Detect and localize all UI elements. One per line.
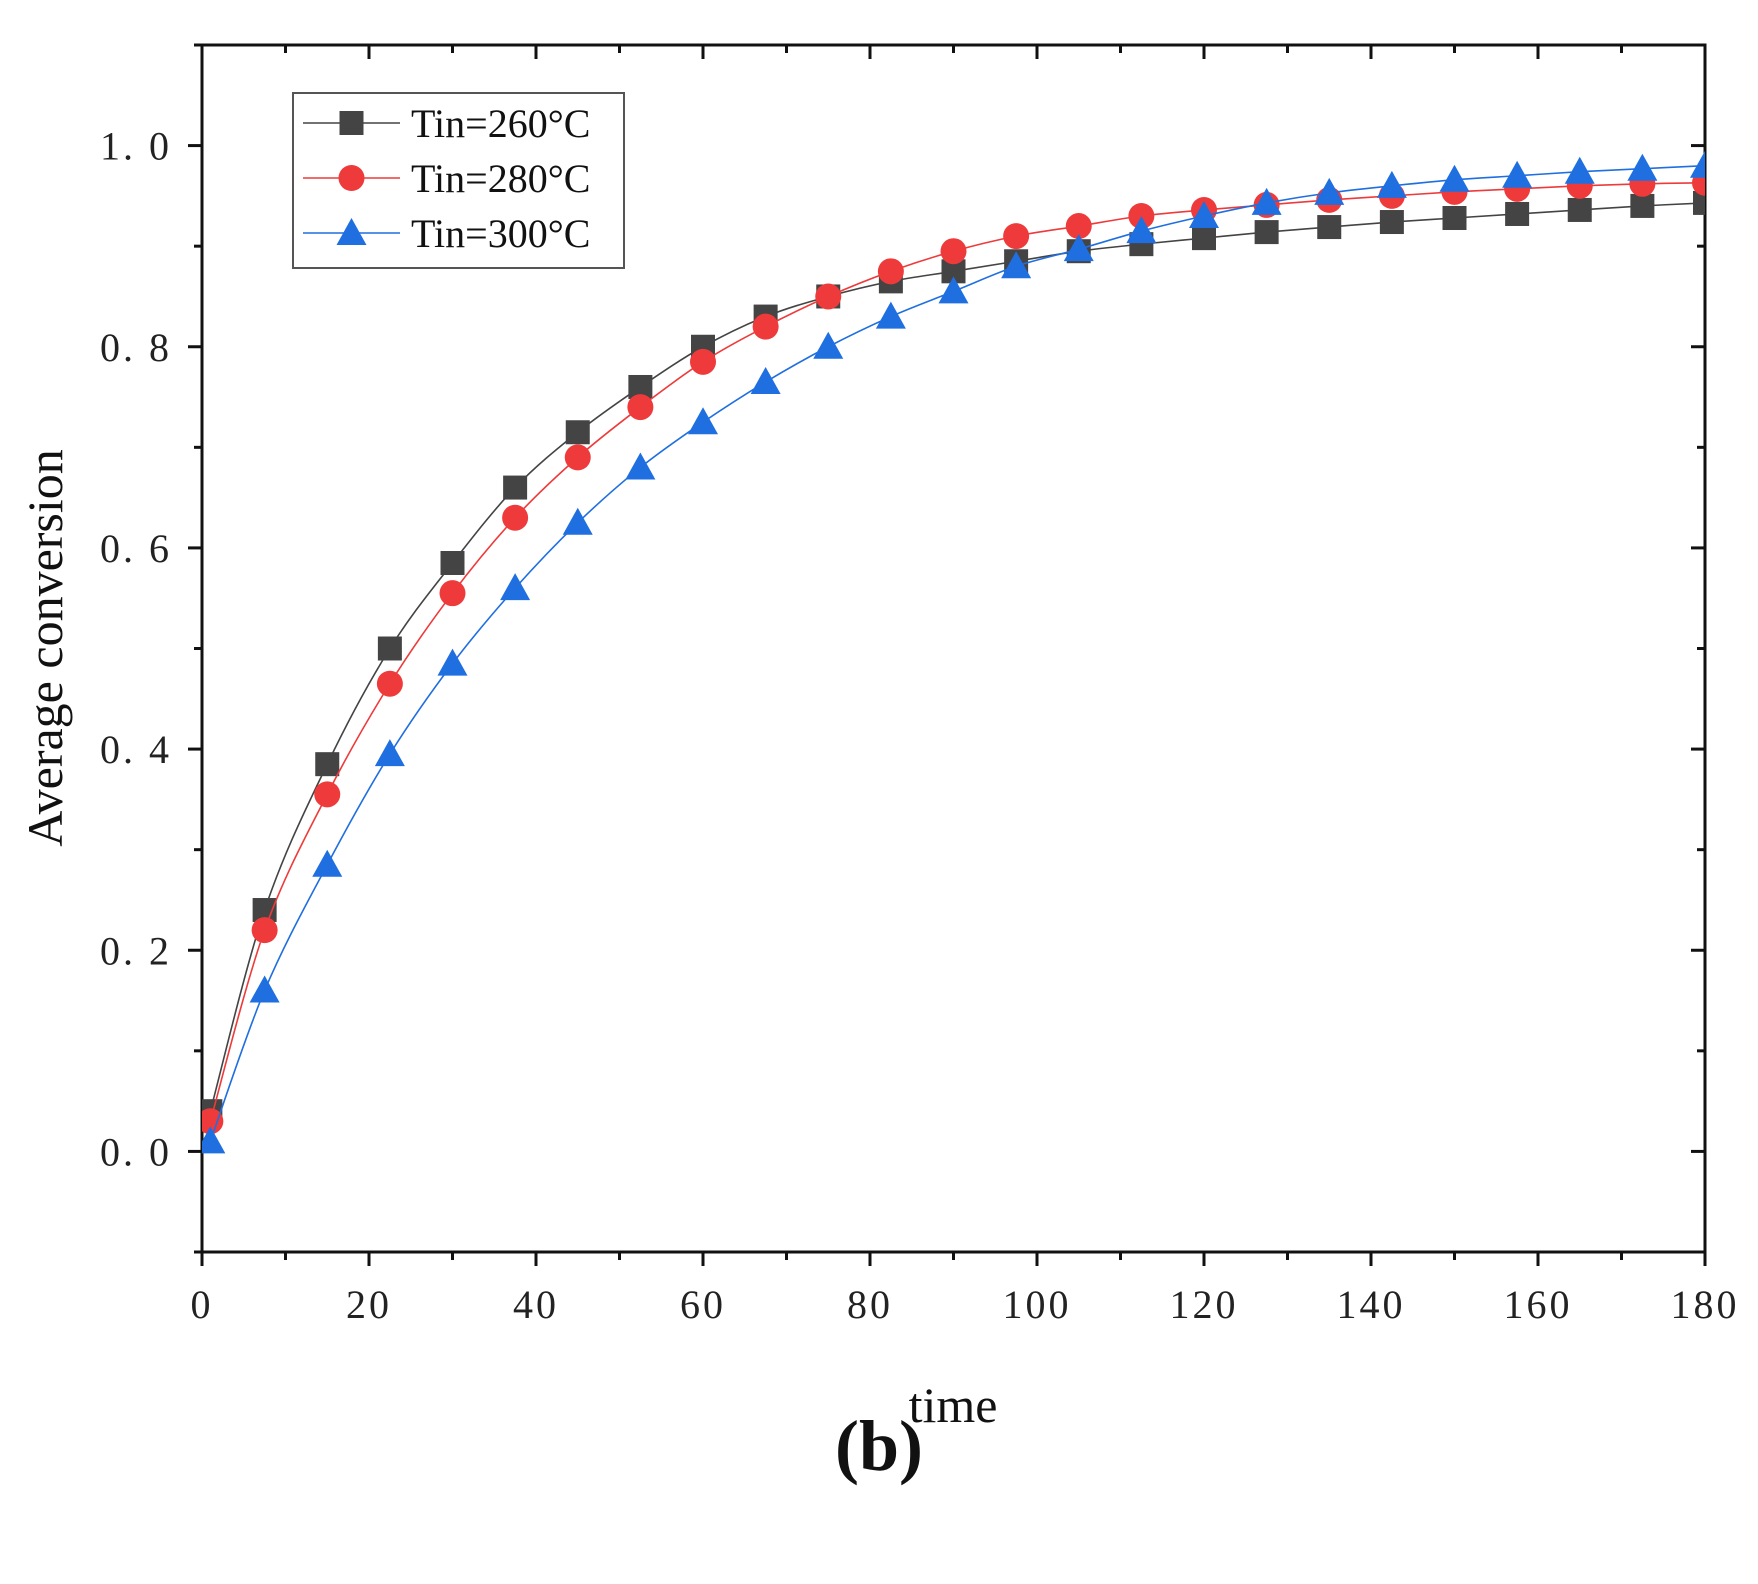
legend-label: Tin=260°C	[411, 101, 590, 146]
data-point	[500, 573, 531, 601]
panel-label: (b)	[0, 1405, 1758, 1488]
data-point	[374, 739, 405, 767]
data-point	[875, 301, 906, 329]
x-tick-label: 120	[1170, 1282, 1239, 1327]
data-point	[1251, 187, 1282, 215]
data-point	[440, 551, 465, 576]
y-tick-label: 0. 8	[100, 325, 172, 370]
data-point	[565, 420, 590, 445]
data-point	[1065, 213, 1092, 240]
legend: Tin=260°C Tin=280°C Tin=300°C	[292, 92, 625, 269]
data-point	[1502, 160, 1533, 188]
x-tick-label: 20	[346, 1282, 392, 1327]
data-point	[1314, 177, 1345, 205]
data-point	[690, 348, 716, 375]
data-point	[439, 580, 466, 607]
data-point	[627, 394, 654, 421]
data-point	[562, 507, 593, 535]
x-tick-label: 140	[1337, 1282, 1406, 1327]
data-point	[314, 781, 341, 808]
data-point	[1567, 197, 1592, 222]
data-point	[938, 276, 969, 304]
data-point	[1317, 215, 1342, 240]
data-point	[813, 331, 844, 359]
data-point	[1254, 220, 1279, 245]
panel-label-text: (b)	[835, 1406, 923, 1486]
series-line	[209, 202, 1705, 1112]
data-point	[1063, 234, 1094, 262]
data-point	[1003, 223, 1030, 250]
data-point	[437, 648, 468, 676]
data-point	[1192, 226, 1216, 251]
data-point	[376, 670, 403, 697]
data-point	[752, 313, 779, 340]
data-point	[1630, 193, 1655, 218]
x-tick-label: 180	[1671, 1282, 1740, 1327]
series-layer	[202, 150, 1705, 1154]
data-point	[625, 452, 656, 480]
x-axis-title: time	[909, 1377, 998, 1433]
legend-entry: Tin=300°C	[303, 211, 590, 256]
data-point	[202, 1126, 226, 1154]
data-point	[1442, 206, 1467, 231]
legend-label: Tin=280°C	[411, 156, 590, 201]
data-point	[502, 504, 529, 531]
data-point	[1376, 170, 1407, 198]
data-point	[315, 752, 340, 777]
legend-entry: Tin=260°C	[303, 101, 590, 146]
series-line	[209, 181, 1705, 1122]
axis-ticks	[188, 43, 1707, 1266]
legend-entries: Tin=260°C Tin=280°C Tin=300°C	[303, 101, 590, 256]
data-point	[1189, 200, 1219, 228]
data-point	[564, 444, 591, 471]
x-tick-label: 0	[191, 1282, 214, 1327]
data-point	[1505, 201, 1530, 226]
data-point	[312, 849, 343, 877]
data-point	[815, 283, 842, 310]
data-point	[1126, 216, 1157, 244]
data-point	[202, 1108, 224, 1135]
x-tick-label: 80	[847, 1282, 893, 1327]
y-tick-labels: 0. 0 0. 2 0. 4 0. 6 0. 8 1. 0	[100, 124, 172, 1175]
data-point	[251, 917, 278, 944]
data-point	[1379, 210, 1404, 235]
series-line	[209, 164, 1705, 1142]
x-tick-label: 40	[513, 1282, 559, 1327]
legend-entry: Tin=280°C	[303, 156, 590, 201]
y-tick-label: 0. 6	[100, 526, 172, 571]
legend-marker	[338, 165, 365, 191]
data-point	[1128, 202, 1155, 229]
y-tick-label: 1. 0	[100, 124, 172, 169]
data-point	[249, 975, 280, 1003]
data-point	[688, 407, 718, 435]
x-tick-label: 60	[680, 1282, 726, 1327]
series-1	[202, 190, 1705, 1124]
data-point	[1690, 150, 1705, 178]
data-point	[1564, 156, 1595, 184]
data-point	[877, 258, 904, 285]
y-tick-label: 0. 2	[100, 928, 172, 973]
data-point	[1693, 190, 1705, 215]
y-tick-label: 0. 0	[100, 1129, 172, 1174]
series-3	[202, 150, 1705, 1154]
data-point	[1001, 251, 1032, 279]
data-point	[1627, 153, 1658, 181]
x-tick-label: 100	[1003, 1282, 1072, 1327]
data-point	[503, 475, 528, 500]
data-point	[940, 238, 967, 265]
data-point	[377, 636, 402, 661]
y-axis-title: Average conversion	[17, 449, 73, 847]
x-tick-labels: 0 20 40 60 80 100 120 140 160 180	[191, 1282, 1740, 1327]
legend-marker	[336, 218, 367, 245]
x-tick-label: 160	[1504, 1282, 1573, 1327]
y-tick-label: 0. 4	[100, 727, 172, 772]
legend-label: Tin=300°C	[411, 211, 590, 256]
series-2	[202, 169, 1705, 1135]
legend-marker	[339, 111, 364, 135]
data-point	[750, 366, 781, 394]
data-point	[1439, 164, 1470, 192]
